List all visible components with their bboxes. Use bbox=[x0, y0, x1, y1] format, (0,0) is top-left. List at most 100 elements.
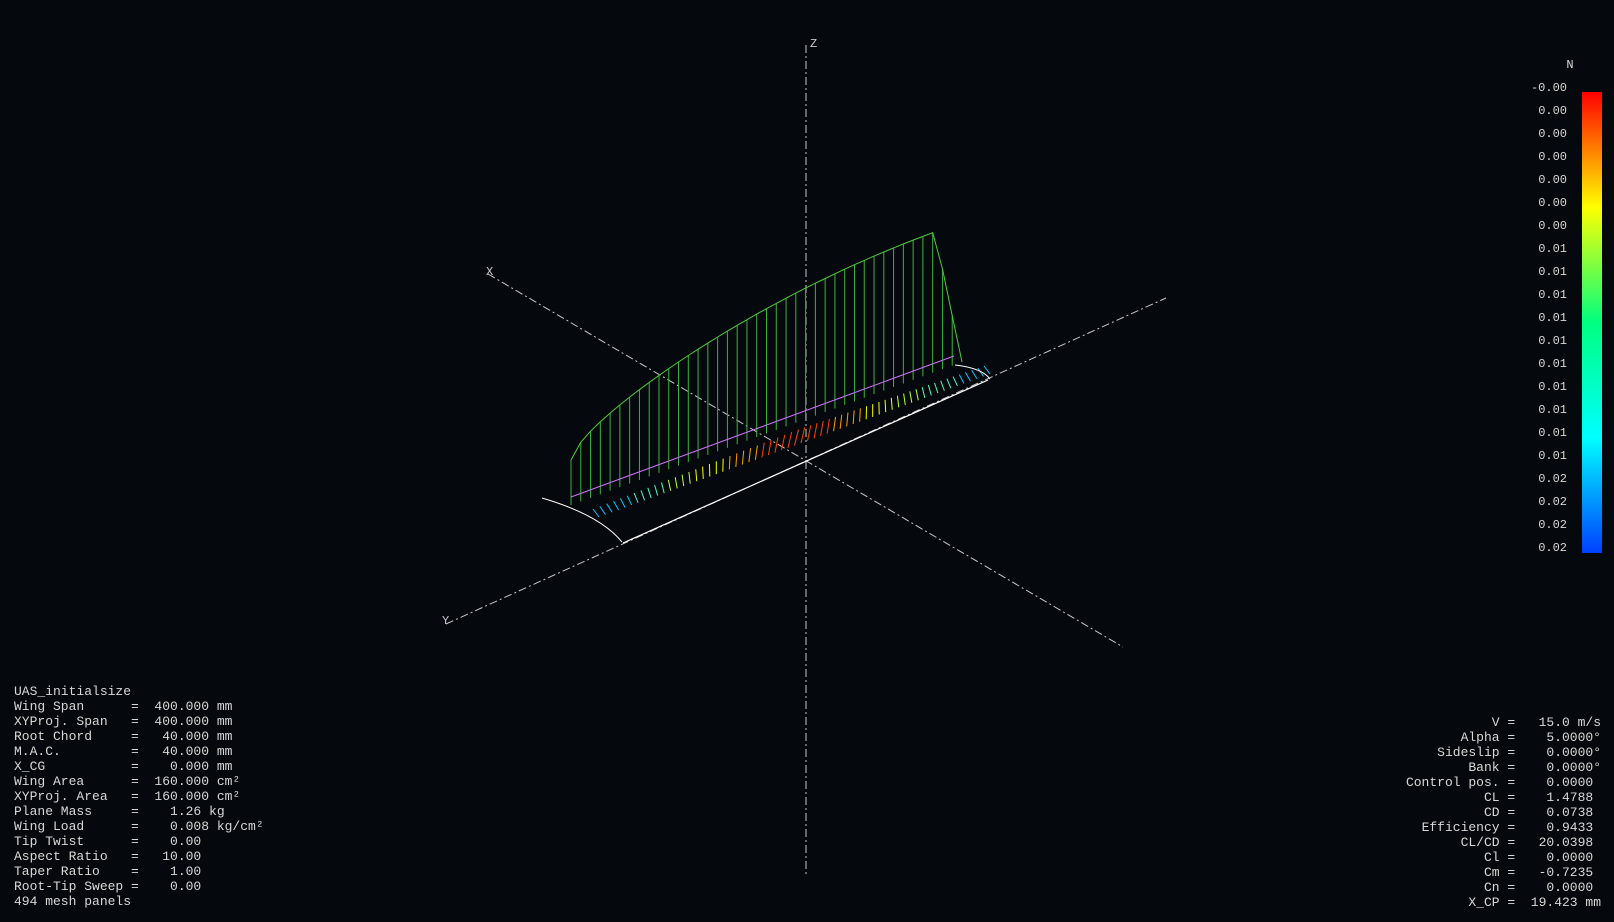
pressure-line bbox=[735, 453, 738, 467]
legend-label: 0.02 bbox=[1538, 541, 1567, 555]
pressure-line bbox=[748, 447, 752, 463]
pressure-line bbox=[702, 466, 704, 479]
pressure-line bbox=[833, 416, 837, 432]
pressure-line bbox=[909, 391, 913, 403]
pressure-line bbox=[787, 432, 793, 448]
pressure-line bbox=[983, 365, 991, 375]
info-line: Aspect Ratio = 10.00 bbox=[14, 849, 202, 864]
pressure-line bbox=[826, 418, 830, 434]
legend-label: 0.01 bbox=[1538, 242, 1567, 256]
pressure-line bbox=[647, 487, 652, 499]
pressure-line bbox=[813, 423, 818, 439]
pressure-line bbox=[890, 397, 893, 410]
pressure-line bbox=[915, 389, 919, 401]
pressure-line bbox=[921, 387, 926, 398]
wing bbox=[541, 232, 991, 544]
legend-label: 0.01 bbox=[1538, 265, 1567, 279]
legend-unit: N bbox=[1566, 58, 1573, 72]
pressure-line bbox=[807, 425, 812, 441]
legend-label: 0.01 bbox=[1538, 357, 1567, 371]
pressure-line bbox=[640, 490, 646, 501]
legend-label: 0.00 bbox=[1538, 150, 1567, 164]
pressure-line bbox=[606, 503, 613, 513]
pressure-line bbox=[952, 376, 958, 387]
pressure-line bbox=[965, 372, 971, 382]
pressure-line bbox=[934, 382, 939, 394]
result-line: Cm = -0.7235 bbox=[1483, 865, 1601, 880]
pressure-line bbox=[820, 420, 824, 437]
result-line: Cn = 0.0000 bbox=[1483, 880, 1601, 895]
legend-label: 0.01 bbox=[1538, 334, 1567, 348]
color-bar bbox=[1582, 92, 1602, 553]
pressure-line bbox=[599, 506, 606, 515]
info-line: Root Chord = 40.000 mm bbox=[14, 729, 233, 744]
legend-label: 0.00 bbox=[1538, 104, 1567, 118]
pressure-line bbox=[958, 374, 965, 384]
pressure-line bbox=[688, 471, 691, 484]
result-line: CL/CD = 20.0398 bbox=[1460, 835, 1601, 850]
legend-label: 0.00 bbox=[1538, 219, 1567, 233]
result-line: Sideslip = 0.0000° bbox=[1437, 745, 1601, 760]
result-line: Bank = 0.0000° bbox=[1468, 760, 1601, 775]
result-line: Cl = 0.0000 bbox=[1483, 850, 1601, 865]
pressure-line bbox=[654, 485, 659, 496]
legend-label: 0.01 bbox=[1538, 311, 1567, 325]
info-line: XYProj. Area = 160.000 cm² bbox=[14, 789, 241, 804]
pressure-line bbox=[946, 378, 952, 389]
pressure-line bbox=[859, 408, 861, 422]
legend-label: 0.02 bbox=[1538, 472, 1567, 486]
pressure-line bbox=[613, 500, 619, 511]
pressure-line bbox=[896, 395, 900, 408]
info-line: Wing Span = 400.000 mm bbox=[14, 699, 233, 714]
pressure-line bbox=[940, 380, 945, 391]
pressure-line bbox=[728, 455, 731, 470]
plane-name: UAS_initialsize bbox=[14, 684, 132, 699]
info-line: Taper Ratio = 1.00 bbox=[14, 864, 202, 879]
legend-label: 0.00 bbox=[1538, 196, 1567, 210]
pressure-line bbox=[681, 474, 685, 487]
pressure-line bbox=[761, 442, 765, 458]
pressure-line bbox=[741, 450, 745, 465]
info-line: XYProj. Span = 400.000 mm bbox=[14, 714, 233, 729]
pressure-line bbox=[695, 469, 698, 482]
pressure-line bbox=[884, 399, 887, 413]
tip-left bbox=[541, 497, 623, 543]
x-axis-label: X bbox=[486, 265, 493, 279]
pressure-line bbox=[971, 369, 978, 380]
pressure-line bbox=[774, 437, 779, 453]
result-line: Alpha = 5.0000° bbox=[1460, 730, 1601, 745]
tip-right bbox=[954, 364, 991, 380]
info-line: Wing Area = 160.000 cm² bbox=[14, 774, 241, 789]
legend-label: 0.01 bbox=[1538, 403, 1567, 417]
axes bbox=[445, 45, 1167, 875]
result-line: CL = 1.4788 bbox=[1483, 790, 1601, 805]
pressure-line bbox=[767, 440, 772, 456]
pressure-line bbox=[846, 412, 849, 427]
result-line: V = 15.0 m/s bbox=[1491, 715, 1601, 730]
legend-label: -0.00 bbox=[1530, 81, 1567, 95]
z-axis-label: Z bbox=[810, 37, 817, 51]
x-axis bbox=[487, 273, 1124, 648]
info-line: Root-Tip Sweep = 0.00 bbox=[14, 879, 202, 894]
pressure-line bbox=[903, 393, 906, 406]
info-line: M.A.C. = 40.000 mm bbox=[14, 744, 233, 759]
legend-label: 0.01 bbox=[1538, 426, 1567, 440]
info-line: Wing Load = 0.008 kg/cm² bbox=[14, 819, 264, 834]
legend-label: 0.02 bbox=[1538, 495, 1567, 509]
info-line: Plane Mass = 1.26 kg bbox=[14, 804, 225, 819]
lift-curve bbox=[570, 232, 963, 461]
legend-label: 0.02 bbox=[1538, 518, 1567, 532]
pressure-line bbox=[592, 508, 600, 518]
result-line: Control pos. = 0.0000 bbox=[1405, 775, 1601, 790]
y-axis-label: Y bbox=[442, 614, 449, 628]
result-line: X_CP = 19.423 mm bbox=[1468, 895, 1601, 910]
upper-edge bbox=[570, 355, 955, 498]
info-line: 494 mesh panels bbox=[14, 894, 132, 909]
pressure-line bbox=[794, 429, 799, 446]
info-line: X_CG = 0.000 mm bbox=[14, 759, 233, 774]
pressure-line bbox=[927, 384, 932, 396]
info-line: Tip Twist = 0.00 bbox=[14, 834, 202, 849]
result-line: Efficiency = 0.9433 bbox=[1421, 820, 1601, 835]
